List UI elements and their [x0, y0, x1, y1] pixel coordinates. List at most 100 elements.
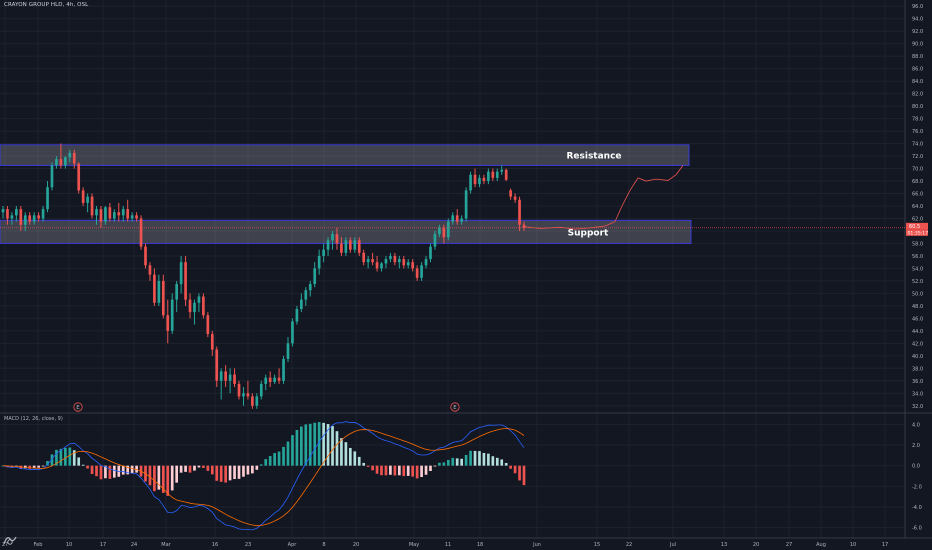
macd-histogram-bar: [353, 451, 357, 466]
candle-body: [72, 152, 76, 164]
candles: [1, 143, 526, 409]
candle: [487, 168, 490, 185]
time-tick-label: 13: [721, 542, 727, 548]
candle: [384, 255, 388, 269]
macd-histogram-bar: [68, 447, 72, 466]
candle: [308, 280, 312, 297]
candle-body: [357, 240, 361, 253]
macd-histogram-bar: [237, 465, 241, 479]
candle-body: [335, 234, 339, 244]
candle-body: [362, 252, 366, 263]
macd-histogram-bar: [424, 465, 428, 475]
price-tick-label: 90.0: [912, 42, 923, 48]
candle-body: [90, 196, 94, 216]
candle-body: [420, 265, 423, 278]
candle-body: [255, 396, 259, 406]
candle: [28, 212, 32, 225]
candle-body: [228, 374, 232, 381]
macd-histogram-bar: [90, 465, 94, 475]
macd-histogram-bar: [513, 465, 517, 474]
candle-body: [121, 209, 125, 216]
candle: [130, 212, 134, 222]
candle: [509, 188, 512, 200]
macd-histogram-bar: [438, 462, 441, 466]
candle-body: [23, 215, 27, 225]
candle: [121, 206, 125, 222]
candle: [59, 143, 63, 169]
zone-label-resistance: Resistance: [566, 152, 621, 162]
time-tick-label: 10: [850, 542, 856, 548]
candle: [362, 249, 366, 266]
candle: [184, 255, 187, 306]
candle-body: [41, 209, 45, 219]
macd-histogram-bar: [429, 465, 432, 472]
candle: [313, 262, 317, 288]
time-tick-label: Apr: [288, 542, 298, 548]
price-projection-line: [523, 165, 684, 230]
candle: [135, 212, 138, 222]
candle: [482, 174, 486, 185]
candle-body: [317, 255, 321, 269]
candle: [268, 371, 272, 388]
candle: [317, 249, 321, 275]
candle: [420, 262, 423, 281]
candle-body: [233, 374, 236, 384]
candle-body: [402, 259, 406, 266]
macd-histogram-bar: [170, 465, 174, 491]
candle-body: [197, 296, 201, 303]
candle: [228, 368, 232, 394]
macd-indicator-label[interactable]: MACD (12, 26, close, 9): [4, 416, 63, 422]
macd-histogram-bar: [10, 465, 14, 468]
candle: [357, 237, 361, 256]
macd-histogram-bar: [153, 465, 156, 492]
candle-body: [99, 209, 103, 222]
macd-histogram-bar: [219, 465, 223, 482]
candle: [433, 230, 437, 250]
macd-histogram-bar: [64, 447, 67, 466]
candle-body: [10, 215, 14, 219]
time-tick-label: 11: [445, 542, 451, 548]
macd-histogram-bar: [206, 465, 210, 471]
candle: [366, 255, 370, 269]
candle: [429, 243, 432, 263]
candle-body: [380, 263, 383, 269]
candle: [478, 174, 481, 188]
candle: [286, 337, 290, 363]
candle: [411, 259, 415, 272]
candle: [348, 237, 352, 253]
price-tick-label: 88.0: [912, 54, 923, 60]
candle-body: [433, 234, 437, 247]
candle-body: [491, 171, 495, 178]
macd-histogram-bar: [161, 465, 165, 493]
time-tick-label: 20: [353, 542, 359, 548]
candle-body: [482, 177, 486, 182]
price-tick-label: 34.0: [912, 391, 923, 397]
tradingview-logo-icon[interactable]: [3, 534, 17, 546]
macd-histogram-bar: [246, 465, 250, 475]
candle: [500, 165, 504, 175]
macd-histogram-bar: [478, 451, 481, 466]
candle-body: [28, 215, 32, 222]
candle-body: [513, 196, 517, 200]
candle: [473, 168, 477, 188]
candle-body: [15, 209, 18, 216]
macd-histogram-bar: [202, 465, 205, 468]
macd-histogram-bar: [348, 447, 352, 466]
macd-histogram-bar: [193, 465, 196, 471]
candle-body: [95, 209, 98, 216]
candle: [455, 209, 459, 225]
candle: [153, 268, 156, 306]
candle-body: [429, 246, 432, 260]
price-tick-label: 38.0: [912, 366, 923, 372]
candle-body: [442, 227, 446, 238]
macd-histogram-bar: [273, 453, 276, 466]
price-tick-label: 68.0: [912, 179, 923, 185]
candle-body: [406, 262, 410, 266]
candle-body: [112, 212, 116, 219]
candle: [255, 393, 259, 409]
candle: [259, 380, 263, 400]
candle-body: [438, 227, 441, 235]
time-tick-label: Mar: [161, 542, 171, 548]
